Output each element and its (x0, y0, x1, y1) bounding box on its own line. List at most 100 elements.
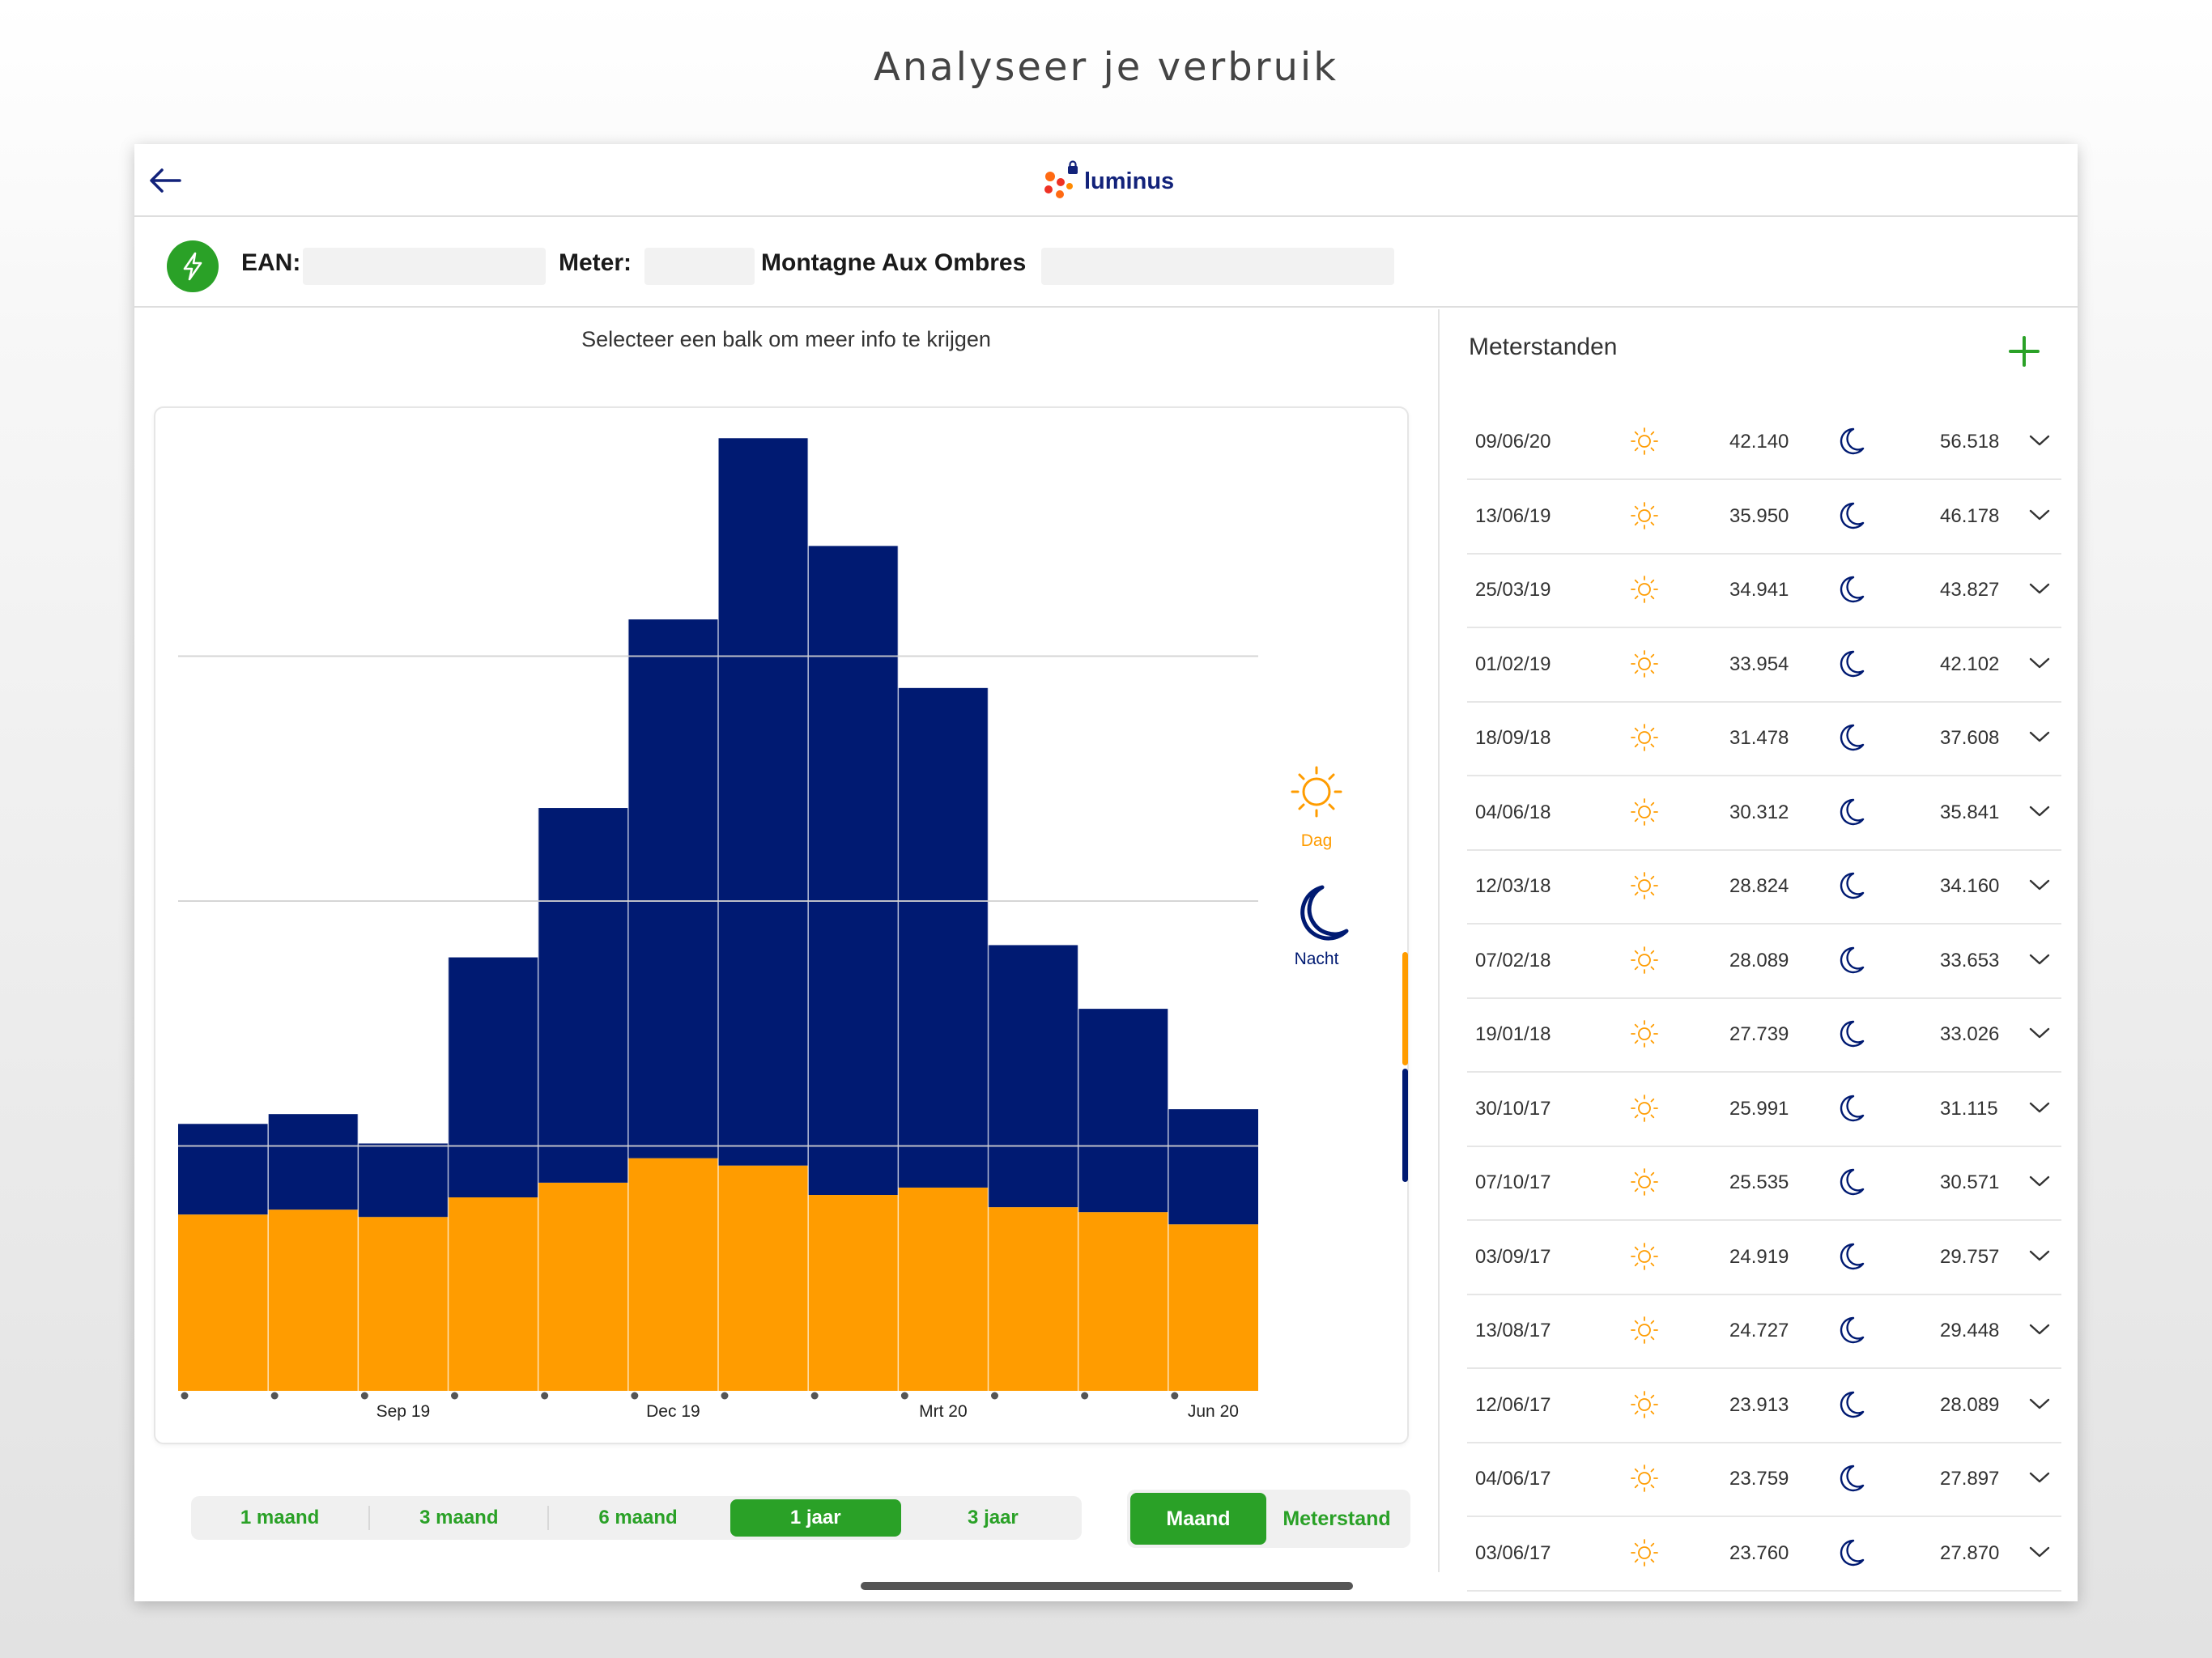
reading-night-value: 35.841 (1940, 801, 2000, 823)
bar-day-mrt-20[interactable] (898, 1187, 989, 1391)
bar-night-nov-19[interactable] (538, 808, 628, 1183)
bar-night-apr-20[interactable] (988, 945, 1078, 1208)
reading-row[interactable]: 07/02/18 28.089 33.653 (1467, 925, 2061, 999)
reading-date: 04/06/17 (1475, 1468, 1551, 1490)
x-tick-dot (1171, 1392, 1179, 1400)
chevron-down-icon[interactable] (2027, 505, 2052, 525)
bar-day-jul-19[interactable] (178, 1214, 269, 1391)
bar-night-dec-19[interactable] (627, 619, 718, 1158)
chevron-down-icon[interactable] (2027, 1542, 2052, 1562)
chevron-down-icon[interactable] (2027, 431, 2052, 450)
reading-row[interactable]: 09/06/20 42.140 56.518 (1467, 406, 2061, 480)
bar-day-nov-19[interactable] (538, 1182, 628, 1391)
view-meter-button[interactable]: Meterstand (1283, 1507, 1391, 1530)
bar-day-aug-19[interactable] (268, 1209, 359, 1391)
bar-day-jun-20[interactable] (1168, 1224, 1258, 1391)
bar-night-jul-19[interactable] (178, 1124, 269, 1215)
reading-night-value: 29.757 (1940, 1245, 2000, 1268)
moon-icon (1840, 576, 1865, 603)
reading-night-value: 42.102 (1940, 653, 2000, 675)
bar-day-mei-20[interactable] (1078, 1212, 1168, 1391)
view-month-button[interactable]: Maand (1130, 1493, 1266, 1545)
legend-night[interactable]: Nacht (1268, 881, 1365, 969)
legend-day-label: Dag (1300, 831, 1333, 850)
bar-day-sep-19[interactable] (358, 1217, 449, 1391)
bar-day-apr-20[interactable] (988, 1207, 1078, 1391)
back-button[interactable] (146, 160, 186, 201)
reading-row[interactable]: 12/03/18 28.824 34.160 (1467, 851, 2061, 925)
reading-row[interactable]: 03/06/17 23.760 27.870 (1467, 1518, 2061, 1592)
reading-row[interactable]: 04/06/18 30.312 35.841 (1467, 777, 2061, 851)
chevron-down-icon[interactable] (2027, 1023, 2052, 1043)
period-3-month-button[interactable]: 3 maand (419, 1507, 499, 1528)
bar-day-jan-20[interactable] (718, 1165, 809, 1391)
reading-day-value: 28.089 (1729, 949, 1789, 971)
electricity-badge (167, 240, 219, 292)
x-tick-dot (991, 1392, 998, 1400)
reading-row[interactable]: 01/02/19 33.954 42.102 (1467, 629, 2061, 703)
reading-date: 18/09/18 (1475, 727, 1551, 749)
consumption-chart[interactable]: Sep 19 Dec 19 Mrt 20 Jun 20 (155, 408, 1407, 1443)
reading-day-value: 35.950 (1729, 504, 1789, 527)
add-reading-button[interactable] (2006, 334, 2042, 369)
chevron-down-icon[interactable] (2027, 1394, 2052, 1414)
reading-day-value: 23.760 (1729, 1541, 1789, 1564)
app-window: luminus EAN: Meter: Montagne Aux Ombres … (134, 144, 2078, 1601)
bar-night-jan-20[interactable] (718, 438, 809, 1166)
chevron-down-icon[interactable] (2027, 1320, 2052, 1339)
reading-row[interactable]: 12/06/17 23.913 28.089 (1467, 1370, 2061, 1443)
chevron-down-icon[interactable] (2027, 727, 2052, 746)
bar-day-feb-20[interactable] (808, 1195, 899, 1391)
reading-night-value: 28.089 (1940, 1393, 2000, 1416)
period-6-month-button[interactable]: 6 maand (598, 1507, 678, 1528)
bar-day-okt-19[interactable] (448, 1197, 538, 1391)
reading-row[interactable]: 03/09/17 24.919 29.757 (1467, 1222, 2061, 1295)
reading-row[interactable]: 07/10/17 25.535 30.571 (1467, 1147, 2061, 1221)
chevron-down-icon[interactable] (2027, 653, 2052, 673)
chevron-down-icon[interactable] (2027, 950, 2052, 969)
reading-row[interactable]: 25/03/19 34.941 43.827 (1467, 555, 2061, 628)
bar-day-dec-19[interactable] (627, 1158, 718, 1391)
legend-day[interactable]: Dag (1268, 763, 1365, 851)
reading-row[interactable]: 04/06/17 23.759 27.897 (1467, 1443, 2061, 1517)
bar-night-mei-20[interactable] (1078, 1009, 1168, 1213)
moon-icon (1840, 650, 1865, 677)
reading-day-value: 28.824 (1729, 875, 1789, 897)
sun-icon (1631, 872, 1658, 899)
period-1-month-button[interactable]: 1 maand (240, 1507, 320, 1528)
reading-day-value: 42.140 (1729, 431, 1789, 453)
sun-icon (1631, 1390, 1658, 1418)
chevron-down-icon[interactable] (2027, 579, 2052, 598)
x-tick-label: Jun 20 (1188, 1402, 1239, 1421)
reading-row[interactable]: 19/01/18 27.739 33.026 (1467, 999, 2061, 1073)
bar-night-aug-19[interactable] (268, 1114, 359, 1210)
bar-night-jun-20[interactable] (1168, 1109, 1258, 1225)
reading-date: 19/01/18 (1475, 1023, 1551, 1045)
reading-row[interactable]: 13/06/19 35.950 46.178 (1467, 481, 2061, 555)
bar-night-okt-19[interactable] (448, 957, 538, 1198)
bar-night-mrt-20[interactable] (898, 687, 989, 1188)
chevron-down-icon[interactable] (2027, 1468, 2052, 1487)
sun-icon (1631, 1094, 1658, 1122)
period-1-year-button[interactable]: 1 jaar (730, 1499, 901, 1537)
ean-value-redacted (303, 248, 546, 285)
reading-row[interactable]: 18/09/18 31.478 37.608 (1467, 703, 2061, 776)
moon-icon (1840, 502, 1865, 529)
period-3-year-button[interactable]: 3 jaar (968, 1507, 1019, 1528)
chevron-down-icon[interactable] (2027, 801, 2052, 821)
moon-icon (1840, 1391, 1865, 1418)
reading-night-value: 31.115 (1940, 1097, 1998, 1120)
bar-night-sep-19[interactable] (358, 1143, 449, 1218)
chevron-down-icon[interactable] (2027, 875, 2052, 895)
chevron-down-icon[interactable] (2027, 1098, 2052, 1117)
reading-day-value: 27.739 (1729, 1023, 1789, 1045)
reading-row[interactable]: 13/08/17 24.727 29.448 (1467, 1295, 2061, 1369)
meter-address: Montagne Aux Ombres (761, 249, 1027, 276)
reading-row[interactable]: 30/10/17 25.991 31.115 (1467, 1073, 2061, 1147)
page-headline: Analyseer je verbruik (873, 45, 1339, 90)
legend-night-indicator (1402, 1069, 1408, 1182)
chevron-down-icon[interactable] (2027, 1171, 2052, 1191)
chevron-down-icon[interactable] (2027, 1246, 2052, 1265)
bar-night-feb-20[interactable] (808, 546, 899, 1195)
x-tick-dot (631, 1392, 639, 1400)
